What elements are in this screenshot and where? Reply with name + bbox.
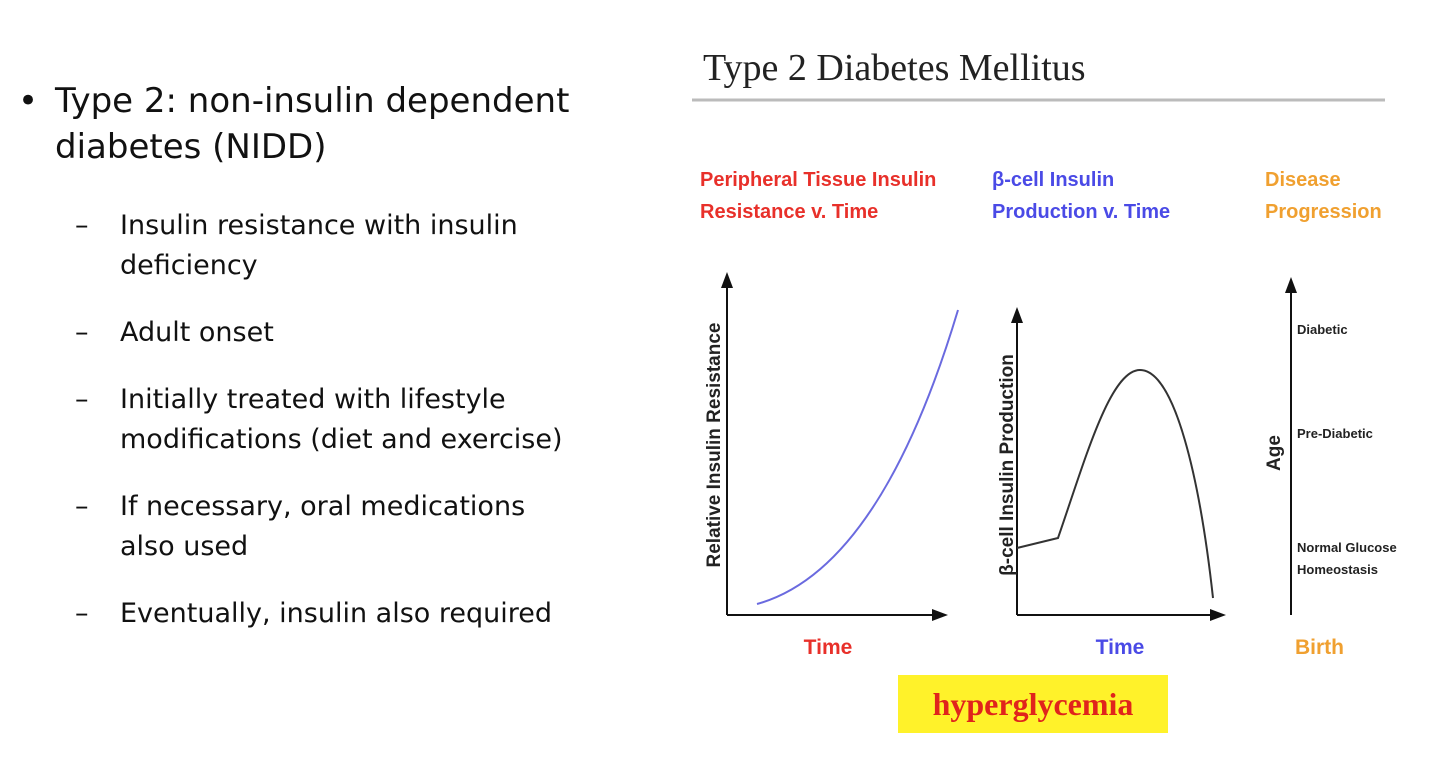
dash: – [75, 210, 89, 241]
x-axis-label: Time [1096, 636, 1145, 659]
sub-bullet-text: Eventually, insulin also required [120, 598, 552, 629]
dash: – [75, 384, 89, 415]
bullet-marker: • [18, 81, 39, 121]
sub-bullets: – Insulin resistance with insulin deficie… [75, 206, 595, 661]
dash: – [75, 491, 89, 522]
y-axis-label: Age [1264, 435, 1285, 471]
stage-label: Pre-Diabetic [1297, 426, 1373, 441]
sub-bullet: – Eventually, insulin also required [75, 594, 595, 634]
sub-bullet: – If necessary, oral medications also use… [75, 487, 595, 567]
sub-bullet-text: If necessary, oral medications also used [120, 491, 526, 562]
panel-title: Disease [1265, 169, 1341, 191]
x-axis-label: Birth [1295, 636, 1344, 659]
bullet-text: Type 2: non-insulin dependent diabetes (… [55, 81, 570, 167]
panel-title: Production v. Time [992, 201, 1170, 223]
panel-title: Peripheral Tissue Insulin [700, 169, 936, 191]
y-axis-label: β-cell Insulin Production [997, 354, 1018, 576]
stage-label: Homeostasis [1297, 562, 1378, 577]
sub-bullet: – Adult onset [75, 313, 595, 353]
dash: – [75, 598, 89, 629]
bullet: • Type 2: non-insulin dependent diabetes… [18, 78, 595, 170]
y-axis-label: Relative Insulin Resistance [704, 323, 725, 568]
panel-title: Resistance v. Time [700, 201, 878, 223]
panel-title: Progression [1265, 201, 1382, 223]
dash: – [75, 317, 89, 348]
sub-bullet-text: Initially treated with lifestyle modific… [120, 384, 563, 455]
stage-label: Diabetic [1297, 322, 1348, 337]
sub-bullet-text: Insulin resistance with insulin deficien… [120, 210, 518, 281]
sub-bullet-text: Adult onset [120, 317, 274, 348]
banner: hyperglycemia [933, 686, 1134, 722]
curve [1016, 368, 1214, 599]
sub-bullet: – Initially treated with lifestyle modifi… [75, 380, 595, 460]
figure-title: Type 2 Diabetes Mellitus [703, 47, 1086, 89]
bullet-list: • Type 2: non-insulin dependent diabetes… [0, 0, 640, 777]
panel-title: β-cell Insulin [992, 169, 1114, 191]
sub-bullet: – Insulin resistance with insulin deficie… [75, 206, 595, 286]
stage-label: Normal Glucose [1297, 540, 1397, 555]
banner-box [898, 675, 1168, 733]
curve [756, 309, 959, 605]
x-axis-label: Time [804, 636, 853, 659]
